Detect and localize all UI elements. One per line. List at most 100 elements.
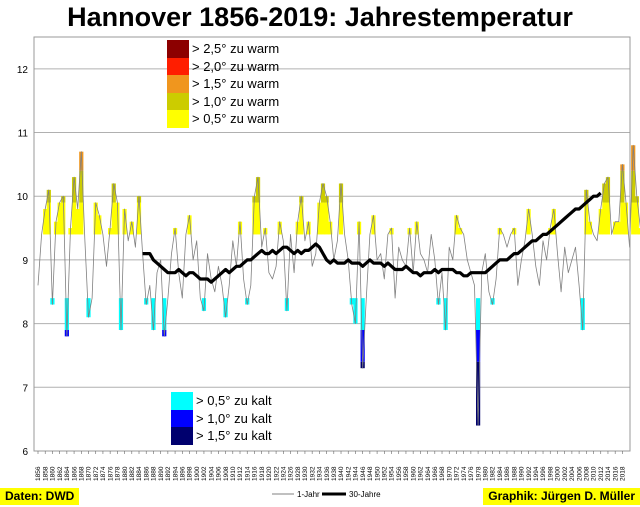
series-lines <box>37 144 640 426</box>
x-tick-label: 1868 <box>78 466 85 481</box>
x-tick-label: 1952 <box>382 466 389 481</box>
x-tick-label: 1956 <box>396 466 403 481</box>
legend-label: > 1,0° zu kalt <box>196 410 272 426</box>
x-tick-label: 1914 <box>244 466 251 481</box>
cold-bar <box>245 298 250 305</box>
warm-bar <box>75 208 80 235</box>
legend-label: > 2,5° zu warm <box>192 41 280 57</box>
x-tick-label: 1894 <box>172 466 179 481</box>
legend-label: > 0,5° zu kalt <box>196 393 272 409</box>
grid <box>34 68 630 452</box>
data-source-label: Daten: DWD <box>0 488 80 505</box>
warm-bar <box>187 215 192 235</box>
warm-bar <box>93 202 98 235</box>
legend-swatch <box>167 110 189 128</box>
legend-cold-item: > 1,5° zu kalt <box>171 427 272 445</box>
x-tick-label: 1976 <box>468 466 475 481</box>
y-tick-label: 9 <box>22 256 28 267</box>
warm-bar <box>46 202 51 235</box>
warm-bar <box>338 202 344 235</box>
warm-bar <box>634 202 639 235</box>
x-tick-label: 1872 <box>93 466 100 481</box>
legend-label: > 1,5° zu kalt <box>196 428 272 444</box>
cold-bar <box>443 298 448 330</box>
legend-swatch <box>171 392 193 410</box>
x-tick-label: 1998 <box>547 466 554 481</box>
axes: 6 7 8 9 10 11 12 <box>17 36 631 458</box>
warm-bar <box>371 215 376 235</box>
warm-bar <box>526 208 531 235</box>
x-tick-label: 1966 <box>432 466 439 481</box>
x-tick-label: 1970 <box>446 466 453 481</box>
x-tick-label: 1948 <box>367 466 374 481</box>
x-tick-label: 1920 <box>266 466 273 481</box>
x-tick-label: 1974 <box>461 466 468 481</box>
warm-bar <box>324 196 329 203</box>
x-tick-label: 1932 <box>309 466 316 481</box>
x-tick-label: 1938 <box>331 466 338 481</box>
anomaly-bars <box>43 145 640 426</box>
x-tick-label: 1964 <box>425 466 432 481</box>
line-legend: 1-Jahr 30-Jahre <box>272 490 381 499</box>
warm-bar <box>598 208 603 235</box>
legend-label: > 1,0° zu warm <box>192 93 280 109</box>
x-tick-label: 2008 <box>584 466 591 481</box>
y-tick-label: 6 <box>22 447 28 458</box>
x-tick-label: 1864 <box>64 466 71 481</box>
x-tick-label: 1866 <box>71 466 78 481</box>
warm-bar <box>320 183 326 203</box>
warm-bar <box>613 221 618 235</box>
series-1-jahr-line <box>37 144 640 426</box>
x-tick-label: 1944 <box>353 466 360 481</box>
y-tick-label: 7 <box>22 383 28 394</box>
chart-title: Hannover 1856-2019: Jahrestemperatur <box>67 2 573 32</box>
x-tick-label: 1904 <box>208 466 215 481</box>
x-tick-label: 1954 <box>389 466 396 481</box>
x-tick-label: 1992 <box>526 466 533 481</box>
legend-label: > 2,0° zu warm <box>192 58 280 74</box>
x-tick-label: 1880 <box>122 466 129 481</box>
x-tick-label: 2006 <box>576 466 583 481</box>
legend-warm-item: > 2,5° zu warm <box>167 40 279 58</box>
warm-bar <box>584 202 589 235</box>
x-tick-label: 1996 <box>540 466 547 481</box>
warm-bar <box>255 177 261 203</box>
x-tick-label: 1950 <box>374 466 381 481</box>
cold-bar <box>162 298 167 330</box>
cold-bar <box>475 329 481 362</box>
warm-bar <box>79 170 84 203</box>
warm-bar <box>71 177 77 203</box>
cold-bar <box>353 298 358 324</box>
warm-bar <box>295 221 300 235</box>
warm-bar <box>587 221 593 235</box>
warm-bar <box>631 202 636 235</box>
warm-bar <box>328 221 333 235</box>
legend-cold-item: > 1,0° zu kalt <box>171 409 272 427</box>
warm-bar <box>252 202 257 235</box>
x-tick-label: 1968 <box>439 466 446 481</box>
warm-bar <box>43 208 48 235</box>
x-tick-label: 1984 <box>497 466 504 481</box>
x-tick-label: 1930 <box>302 466 309 481</box>
warm-bar <box>551 208 556 235</box>
warm-bar <box>306 221 311 235</box>
x-tick-label: 2010 <box>591 466 598 481</box>
x-tick-label: 1900 <box>194 466 201 481</box>
x-tick-label: 1908 <box>223 466 230 481</box>
cold-bar <box>360 298 365 330</box>
cold-bar <box>151 298 156 330</box>
x-tick-label: 2004 <box>569 466 576 481</box>
x-tick-label: 1896 <box>179 466 186 481</box>
legend-30-jahre-label: 30-Jahre <box>349 490 381 499</box>
x-tick-label: 1988 <box>511 466 518 481</box>
x-tick-label: 1972 <box>454 466 461 481</box>
warm-bar <box>317 202 322 235</box>
warm-bar <box>414 221 419 235</box>
legend-warm-item: > 2,0° zu warm <box>167 57 280 75</box>
legend-warm: > 2,5° zu warm > 2,0° zu warm > 1,5° zu wa… <box>167 40 279 128</box>
cold-bar <box>86 298 91 318</box>
x-tick-label: 1982 <box>490 466 497 481</box>
cold-bar <box>490 298 495 305</box>
x-tick-label: 1978 <box>475 466 482 481</box>
warm-bar <box>129 221 134 235</box>
